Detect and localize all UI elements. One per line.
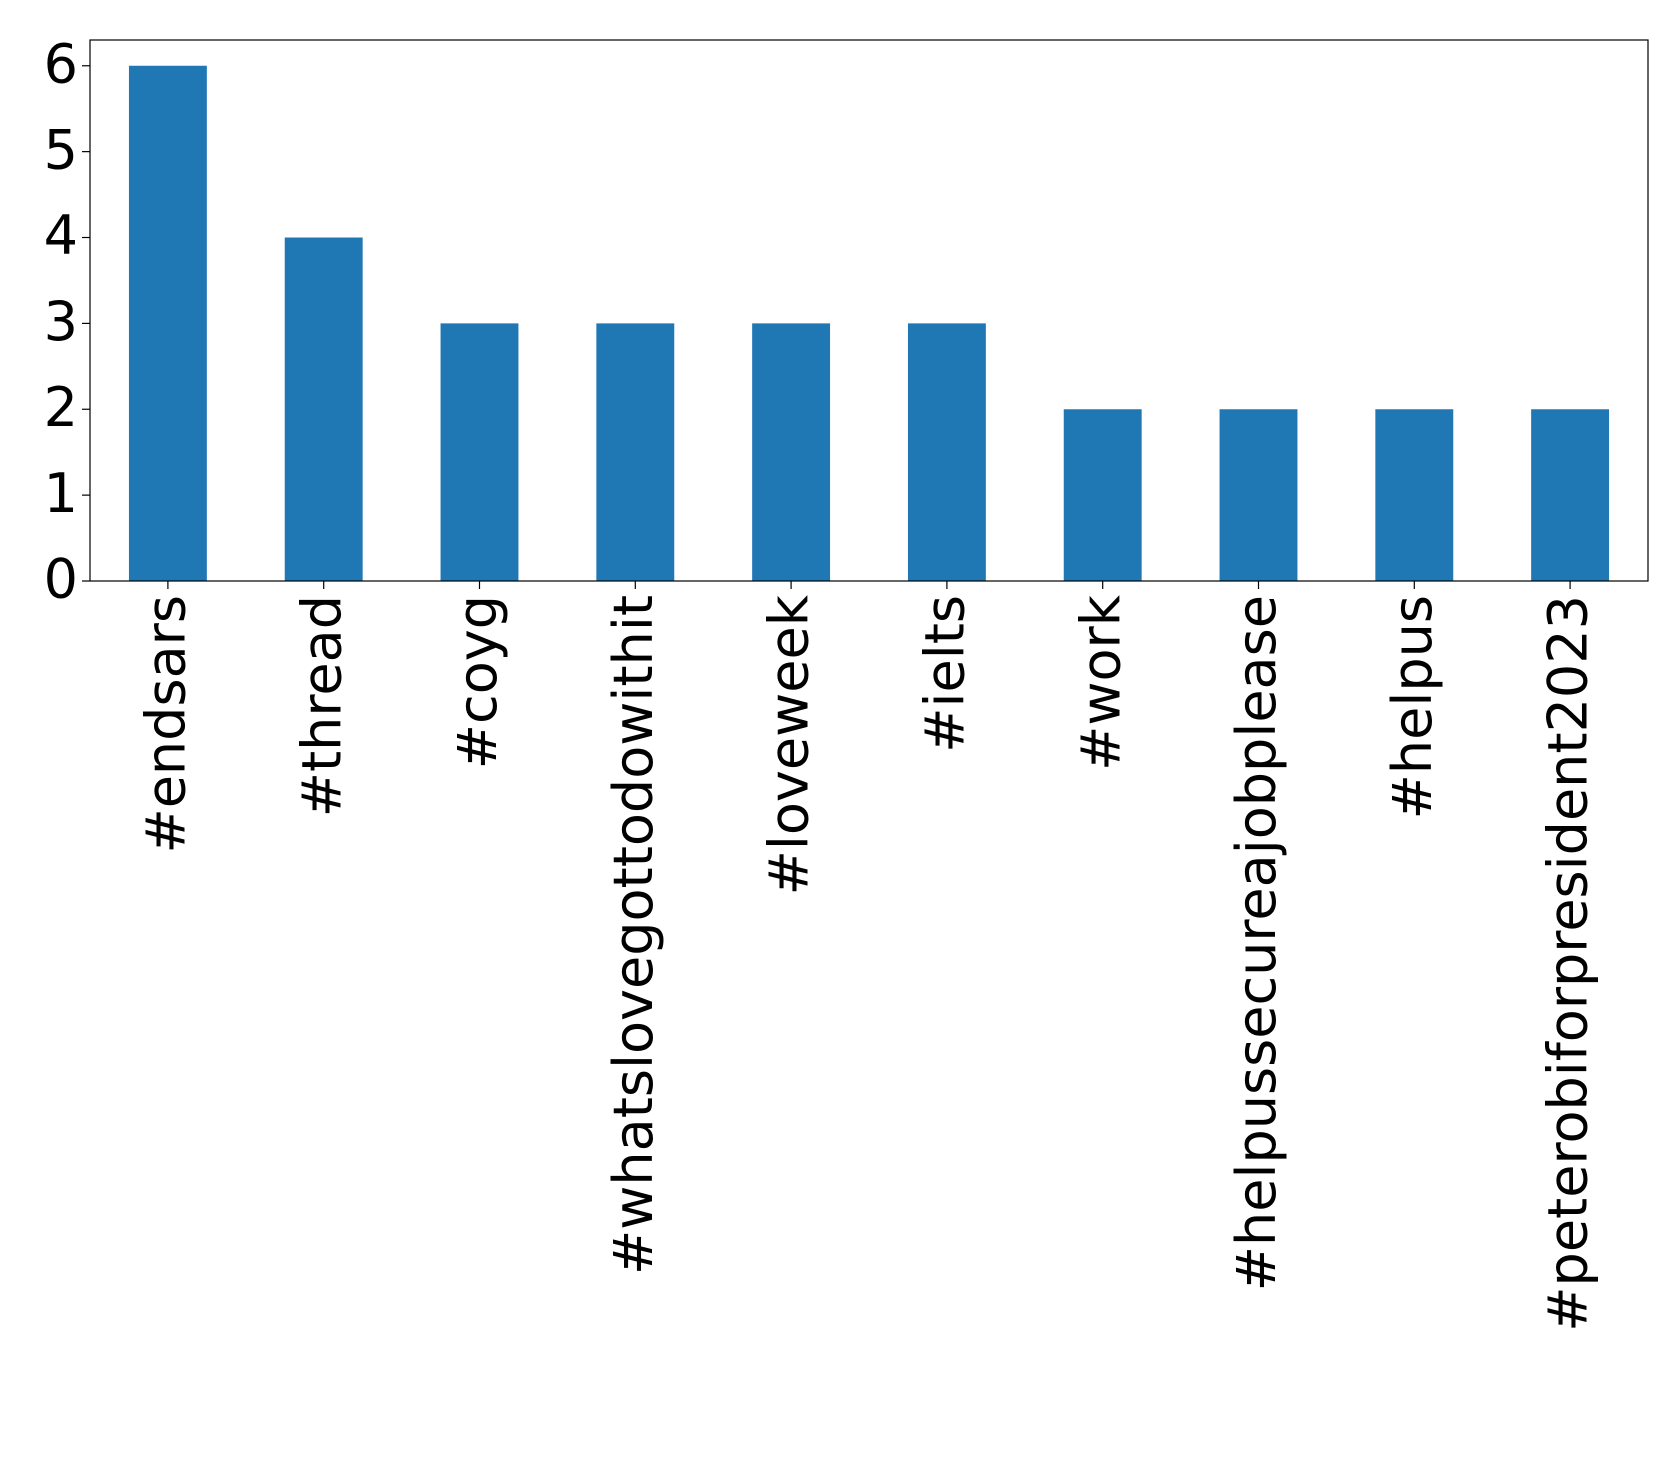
x-tick-label: #loveweek: [758, 594, 821, 895]
x-tick-label: #helpussecureajobplease: [1225, 595, 1288, 1291]
y-tick-label: 3: [44, 290, 78, 353]
x-tick-label: #whatslovegottodowithit: [602, 595, 665, 1275]
x-tick-label: #work: [1069, 594, 1132, 771]
bar: [907, 323, 986, 581]
bar: [1375, 409, 1454, 581]
plot-frame: [89, 39, 1649, 582]
x-tick-label: #endsars: [135, 595, 198, 854]
y-tick-label: 2: [44, 376, 78, 439]
x-tick-label: #thread: [290, 595, 353, 817]
bar: [284, 237, 363, 581]
y-tick-label: 4: [44, 204, 78, 267]
bar: [596, 323, 675, 581]
x-tick-label: #peterobiforpresident2023: [1537, 595, 1600, 1332]
y-tick-label: 5: [44, 118, 78, 181]
bar: [752, 323, 831, 581]
bar: [1219, 409, 1298, 581]
x-tick-label: #coyg: [446, 595, 509, 769]
x-tick-label: #ielts: [914, 595, 977, 753]
y-tick-label: 1: [44, 462, 78, 525]
bar: [440, 323, 519, 581]
bar: [1063, 409, 1142, 581]
y-tick-label: 6: [44, 32, 78, 95]
x-tick-label: #helpus: [1381, 595, 1444, 819]
y-tick-label: 0: [44, 548, 78, 611]
bar: [128, 65, 207, 581]
bar: [1531, 409, 1610, 581]
